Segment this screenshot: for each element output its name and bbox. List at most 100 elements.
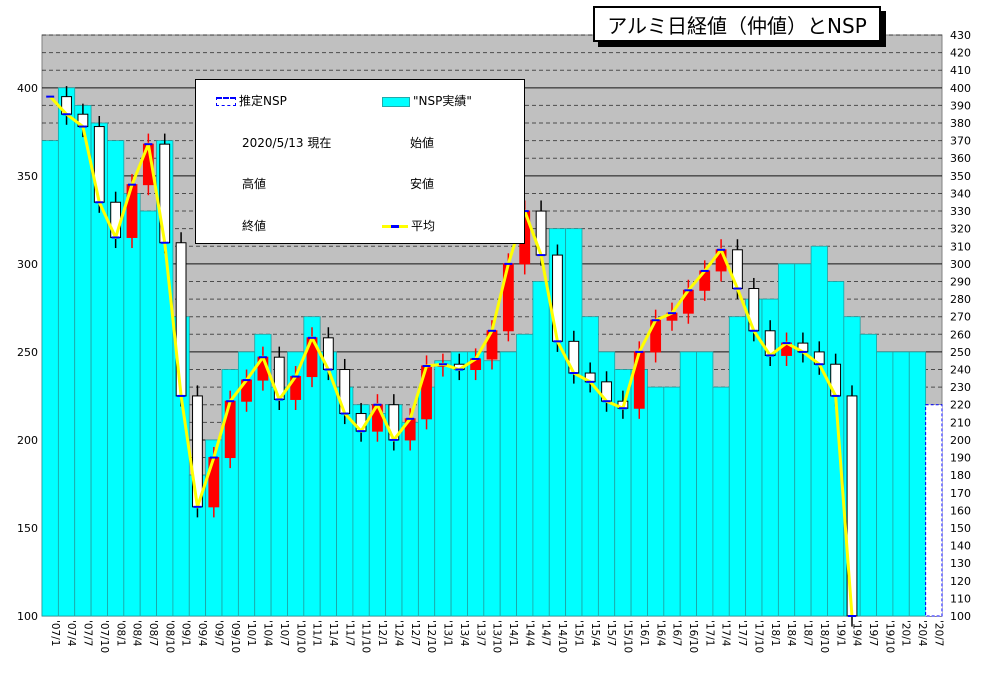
right-axis-tick-label: 100	[950, 610, 971, 623]
right-axis-tick-label: 140	[950, 540, 971, 553]
nsp-actual-bar	[41, 140, 59, 617]
x-tick-label: '13/10	[491, 620, 503, 653]
x-tick-label: '15/1	[572, 620, 584, 646]
x-tick-label: '16/7	[671, 620, 683, 646]
nsp-actual-bar	[647, 386, 665, 617]
right-axis-tick-label: 370	[950, 135, 971, 148]
left-axis-tick-label: 100	[17, 610, 38, 623]
x-tick-label: '10/7	[278, 620, 290, 646]
legend-label-high: 高値	[242, 177, 267, 191]
nsp-actual-bar	[74, 105, 92, 617]
x-tick-label: '14/1	[507, 620, 519, 646]
right-axis-tick-label: 400	[950, 82, 971, 95]
x-tick-label: '12/7	[409, 620, 421, 646]
x-tick-label: '17/7	[736, 620, 748, 646]
x-tick-label: '17/1	[703, 620, 715, 646]
right-axis-tick-label: 230	[950, 381, 971, 394]
nsp-actual-bar	[827, 281, 845, 617]
nsp-actual-bar	[123, 193, 141, 617]
nsp-actual-bar	[679, 351, 697, 617]
x-tick-label: '15/7	[605, 620, 617, 646]
right-axis-tick-label: 130	[950, 557, 971, 570]
right-axis-tick-label: 110	[950, 592, 971, 605]
right-axis-tick-label: 390	[950, 99, 971, 112]
x-tick-label: '19/1	[834, 620, 846, 646]
x-tick-label: '18/1	[769, 620, 781, 646]
left-axis-tick-label: 250	[17, 346, 38, 359]
x-tick-label: '16/1	[638, 620, 650, 646]
nsp-actual-bar	[516, 333, 534, 617]
right-axis-tick-label: 250	[950, 346, 971, 359]
nsp-estimate-bar	[925, 404, 943, 617]
nsp-actual-bar	[450, 351, 468, 617]
right-axis-tick-label: 420	[950, 47, 971, 60]
x-tick-label: '11/4	[327, 620, 339, 647]
x-tick-label: '17/10	[752, 620, 764, 653]
right-axis-tick-label: 290	[950, 275, 971, 288]
x-tick-label: '07/7	[82, 620, 94, 646]
right-axis-tick-label: 410	[950, 64, 971, 77]
nsp-actual-bar	[794, 263, 812, 617]
right-axis-tick-label: 200	[950, 434, 971, 447]
x-tick-label: '20/4	[916, 620, 928, 647]
right-axis-tick-label: 300	[950, 258, 971, 271]
x-tick-label: '10/4	[262, 620, 274, 647]
x-tick-label: '12/4	[392, 620, 404, 647]
nsp-actual-bar	[401, 421, 419, 617]
nsp-actual-bar	[434, 360, 452, 617]
right-axis-tick-label: 340	[950, 187, 971, 200]
nsp-actual-bar	[499, 351, 517, 617]
x-tick-label: '19/10	[883, 620, 895, 653]
legend-item-average: 平均	[382, 217, 435, 234]
x-tick-label: '15/4	[589, 620, 601, 647]
right-axis-tick-label: 150	[950, 522, 971, 535]
x-tick-label: '09/7	[212, 620, 224, 646]
right-axis-tick-label: 310	[950, 240, 971, 253]
right-axis-tick-label: 260	[950, 328, 971, 341]
right-axis-tick-label: 380	[950, 117, 971, 130]
x-tick-label: '11/10	[360, 620, 372, 653]
x-tick-label: '09/1	[180, 620, 192, 646]
x-tick-label: '20/1	[900, 620, 912, 646]
x-tick-label: '20/7	[932, 620, 944, 646]
nsp-estimate-swatch	[216, 97, 236, 106]
right-axis-tick-label: 280	[950, 293, 971, 306]
x-tick-label: '09/4	[196, 620, 208, 647]
left-axis-tick-label: 200	[17, 434, 38, 447]
nsp-actual-bar	[319, 351, 337, 617]
nsp-actual-bar	[139, 210, 157, 617]
x-tick-label: '13/7	[474, 620, 486, 646]
x-tick-label: '07/1	[49, 620, 61, 646]
average-line	[49, 95, 854, 617]
nsp-actual-bar	[368, 413, 387, 617]
x-tick-label: '16/4	[654, 620, 666, 647]
x-tick-label: '12/1	[376, 620, 388, 646]
right-axis-tick-label: 330	[950, 205, 971, 218]
x-tick-label: '08/7	[147, 620, 159, 646]
nsp-actual-bar	[876, 351, 894, 617]
left-axis-tick-label: 400	[17, 82, 38, 95]
x-tick-label: '19/7	[867, 620, 879, 646]
x-tick-label: '17/4	[720, 620, 732, 647]
x-tick-label: '11/1	[311, 620, 323, 646]
right-axis-tick-label: 240	[950, 364, 971, 377]
nsp-actual-bar	[581, 316, 599, 617]
x-tick-label: '07/4	[65, 620, 77, 647]
legend-as-of: 2020/5/13 現在	[242, 136, 332, 150]
nsp-actual-bar	[467, 351, 485, 617]
x-tick-label: '12/10	[425, 620, 437, 653]
x-tick-label: '15/10	[622, 620, 634, 653]
left-axis-tick-label: 300	[17, 258, 38, 271]
right-axis-tick-label: 320	[950, 223, 971, 236]
right-axis-tick-label: 220	[950, 399, 971, 412]
x-tick-label: '13/4	[458, 620, 470, 647]
nsp-actual-bar	[892, 351, 910, 617]
chart-title: アルミ日経値（仲値）とNSP	[593, 6, 881, 42]
x-tick-label: '14/10	[556, 620, 568, 653]
right-axis-tick-label: 210	[950, 416, 971, 429]
x-tick-label: '16/10	[687, 620, 699, 653]
nsp-actual-bar	[565, 228, 583, 617]
right-axis-tick-label: 120	[950, 575, 971, 588]
right-axis-tick-label: 350	[950, 170, 971, 183]
nsp-actual-bar	[532, 281, 550, 617]
